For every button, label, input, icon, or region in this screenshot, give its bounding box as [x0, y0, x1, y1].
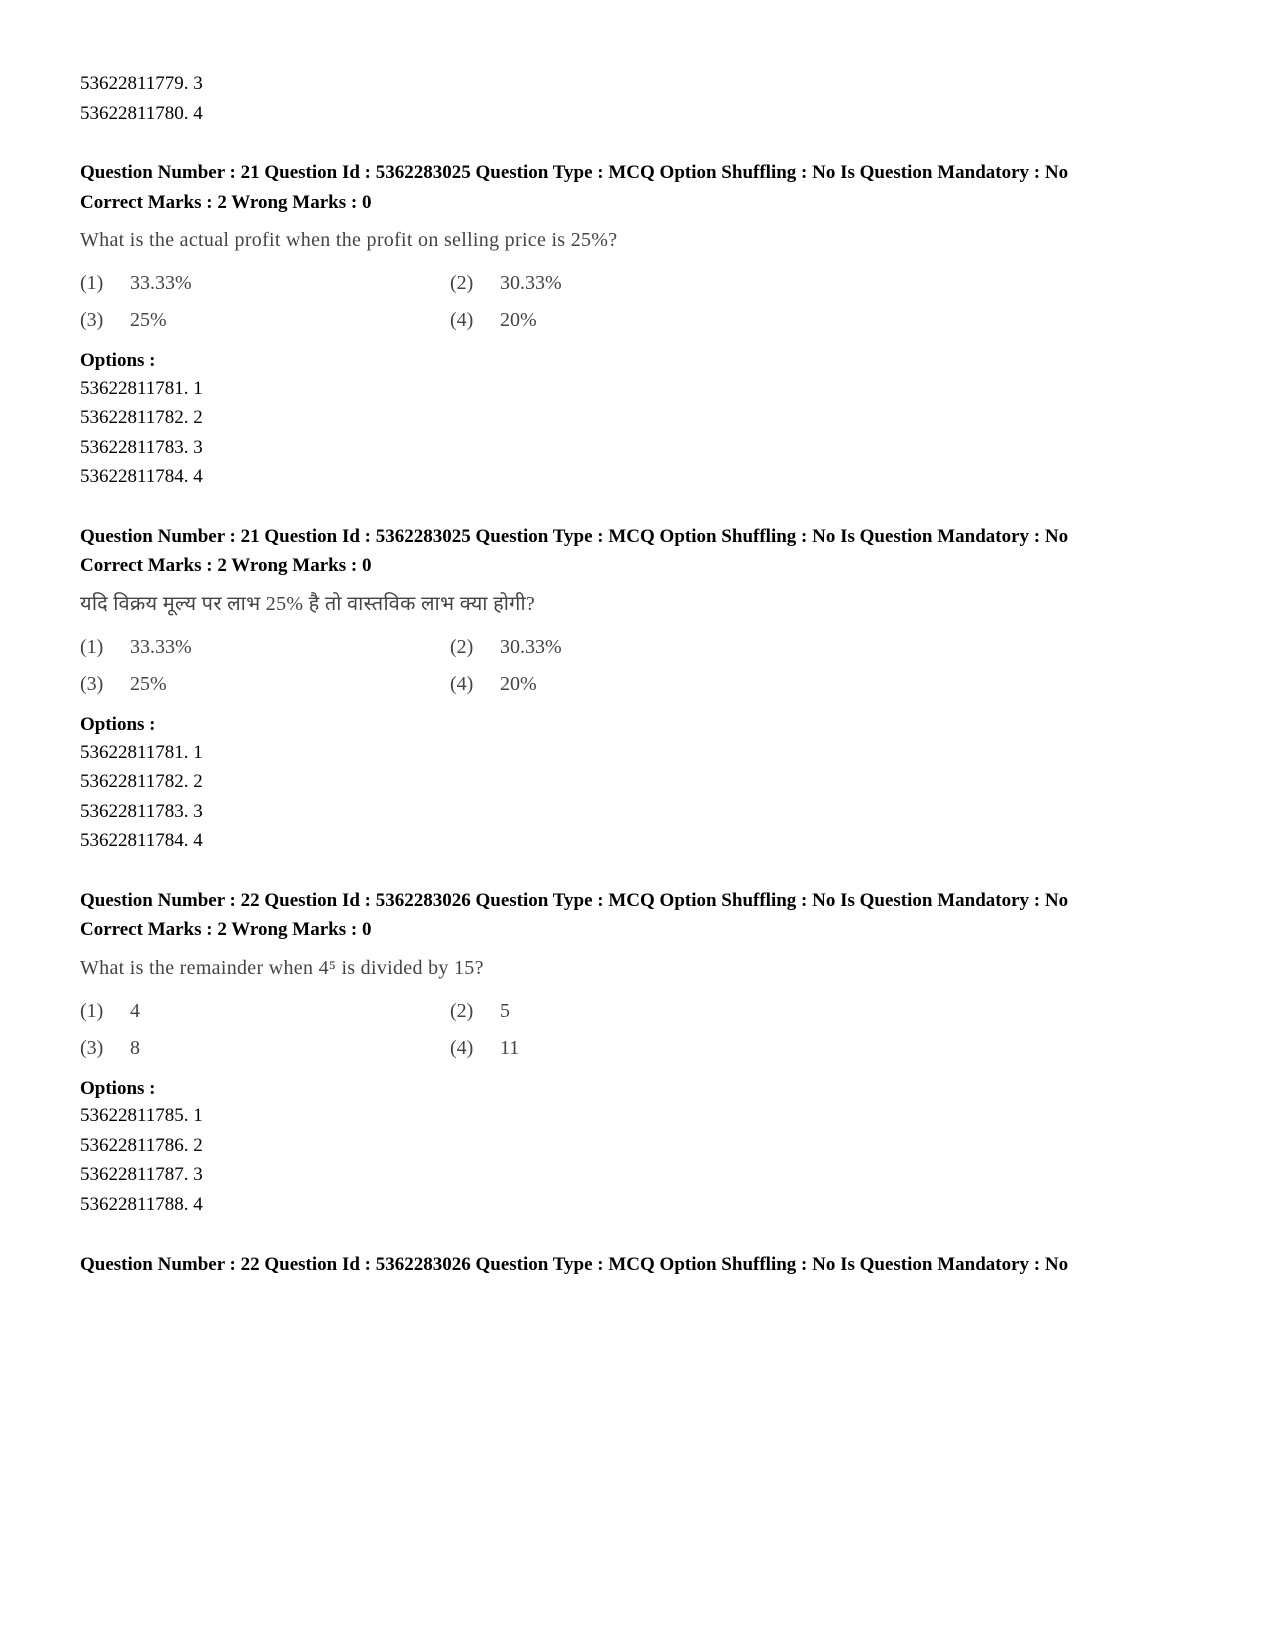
option-item: 53622811784. 4: [80, 463, 1195, 491]
choice-num: (4): [450, 1034, 500, 1063]
question-text: What is the actual profit when the profi…: [80, 226, 1195, 255]
question-header: Question Number : 22 Question Id : 53622…: [80, 887, 1195, 915]
option-item: 53622811782. 2: [80, 768, 1195, 796]
choice-val: 30.33%: [500, 633, 700, 662]
question-marks: Correct Marks : 2 Wrong Marks : 0: [80, 552, 1195, 580]
choices-grid: (1) 33.33% (2) 30.33% (3) 25% (4) 20%: [80, 269, 1195, 335]
option-item: 53622811781. 1: [80, 739, 1195, 767]
choice-num: (1): [80, 269, 130, 298]
question-block: Question Number : 22 Question Id : 53622…: [80, 1251, 1195, 1279]
question-header: Question Number : 22 Question Id : 53622…: [80, 1251, 1195, 1279]
choice-num: (2): [450, 269, 500, 298]
question-image: What is the actual profit when the profi…: [80, 226, 1195, 335]
question-text: What is the remainder when 4⁵ is divided…: [80, 954, 1195, 983]
choice-num: (3): [80, 306, 130, 335]
choice-num: (3): [80, 670, 130, 699]
choice-num: (4): [450, 670, 500, 699]
option-item: 53622811782. 2: [80, 404, 1195, 432]
question-block: Question Number : 21 Question Id : 53622…: [80, 523, 1195, 855]
question-text: यदि विक्रय मूल्य पर लाभ 25% है तो वास्तव…: [80, 590, 1195, 619]
choice-num: (3): [80, 1034, 130, 1063]
choice-val: 20%: [500, 670, 700, 699]
choice-num: (2): [450, 997, 500, 1026]
question-image: What is the remainder when 4⁵ is divided…: [80, 954, 1195, 1063]
question-header: Question Number : 21 Question Id : 53622…: [80, 523, 1195, 551]
option-item: 53622811784. 4: [80, 827, 1195, 855]
question-block: Question Number : 22 Question Id : 53622…: [80, 887, 1195, 1219]
options-list: 53622811781. 1 53622811782. 2 5362281178…: [80, 739, 1195, 855]
options-label: Options :: [80, 347, 1195, 375]
option-item: 53622811787. 3: [80, 1161, 1195, 1189]
options-label: Options :: [80, 711, 1195, 739]
option-item: 53622811783. 3: [80, 434, 1195, 462]
question-block: Question Number : 21 Question Id : 53622…: [80, 159, 1195, 491]
choice-val: 30.33%: [500, 269, 700, 298]
option-item: 53622811786. 2: [80, 1132, 1195, 1160]
options-list: 53622811785. 1 53622811786. 2 5362281178…: [80, 1102, 1195, 1218]
option-item: 53622811785. 1: [80, 1102, 1195, 1130]
choices-grid: (1) 4 (2) 5 (3) 8 (4) 11: [80, 997, 1195, 1063]
choice-val: 5: [500, 997, 700, 1026]
choice-val: 33.33%: [130, 269, 450, 298]
option-item: 53622811788. 4: [80, 1191, 1195, 1219]
top-line: 53622811779. 3: [80, 70, 1195, 98]
choice-num: (1): [80, 633, 130, 662]
question-header: Question Number : 21 Question Id : 53622…: [80, 159, 1195, 187]
choice-num: (4): [450, 306, 500, 335]
choice-num: (2): [450, 633, 500, 662]
choice-val: 20%: [500, 306, 700, 335]
choice-val: 25%: [130, 670, 450, 699]
choice-val: 11: [500, 1034, 700, 1063]
top-line: 53622811780. 4: [80, 100, 1195, 128]
choice-val: 25%: [130, 306, 450, 335]
choice-val: 33.33%: [130, 633, 450, 662]
choices-grid: (1) 33.33% (2) 30.33% (3) 25% (4) 20%: [80, 633, 1195, 699]
question-marks: Correct Marks : 2 Wrong Marks : 0: [80, 189, 1195, 217]
option-item: 53622811781. 1: [80, 375, 1195, 403]
choice-val: 4: [130, 997, 450, 1026]
top-lines: 53622811779. 3 53622811780. 4: [80, 70, 1195, 127]
options-label: Options :: [80, 1075, 1195, 1103]
choice-num: (1): [80, 997, 130, 1026]
option-item: 53622811783. 3: [80, 798, 1195, 826]
options-list: 53622811781. 1 53622811782. 2 5362281178…: [80, 375, 1195, 491]
question-image: यदि विक्रय मूल्य पर लाभ 25% है तो वास्तव…: [80, 590, 1195, 699]
question-marks: Correct Marks : 2 Wrong Marks : 0: [80, 916, 1195, 944]
choice-val: 8: [130, 1034, 450, 1063]
